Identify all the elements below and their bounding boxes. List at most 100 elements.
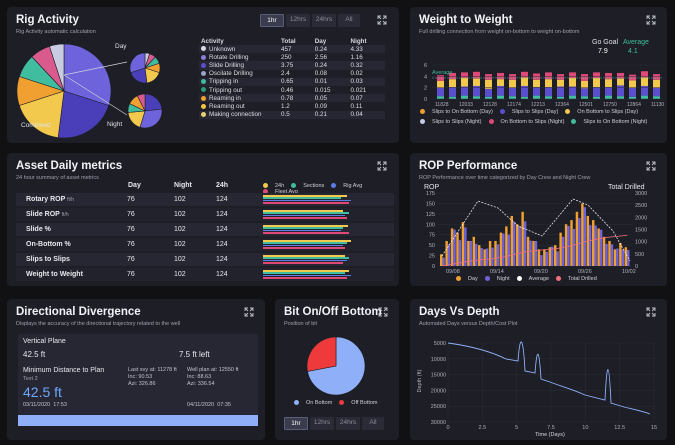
x-tick: 12364 (555, 102, 569, 108)
w2w-bar-segment (461, 86, 468, 96)
range-1hr-button[interactable]: 1hr (284, 417, 308, 430)
day-bar (613, 249, 617, 266)
expand-icon[interactable] (377, 161, 387, 171)
activity-row[interactable]: Reaming in 0.78 0.05 0.07 (199, 94, 385, 103)
day-bar (521, 211, 524, 266)
pie-label-combined: Combined (21, 122, 51, 129)
w2w-bar-segment (461, 95, 468, 99)
vertical-left-value: 7.5 ft left (179, 350, 210, 359)
w2w-bar-segment (533, 95, 540, 99)
w2w-legend-item[interactable]: On Bottom to Slips (Night) (488, 119, 564, 125)
range-12hrs-button[interactable]: 12hrs (286, 14, 310, 27)
average-line (441, 198, 631, 262)
night-bar (491, 247, 494, 266)
metric-bar (263, 225, 348, 227)
range-all-button[interactable]: All (338, 14, 360, 27)
text-2: Text 2 (23, 376, 38, 382)
metric-row[interactable]: Slide ROP ft/h 76 102 124 (16, 208, 394, 221)
range-12hrs-button[interactable]: 12hrs (310, 417, 334, 430)
metric-bar (263, 242, 347, 244)
metric-night: 102 (174, 271, 186, 278)
activity-row[interactable]: Tripping out 0.46 0.015 0.021 (199, 86, 385, 94)
expand-icon[interactable] (378, 307, 388, 317)
activity-name: Reaming in (199, 94, 279, 103)
metric-row[interactable]: Weight to Weight 76 102 124 (16, 268, 394, 281)
metric-row[interactable]: Rotary ROP ft/h 76 102 124 (16, 193, 394, 206)
metric-bar (263, 195, 347, 197)
plan-azi: Azi: 336.54 (187, 381, 215, 387)
range-1hr-button[interactable]: 1hr (260, 14, 284, 27)
night-bar (599, 229, 603, 266)
w2w-bar-segment (473, 78, 480, 86)
rop-legend-item[interactable]: Total Drilled (556, 276, 597, 282)
w2w-bar-segment (437, 80, 444, 88)
night-bar (485, 248, 489, 266)
rig-activity-pies (16, 43, 163, 139)
w2w-bar-segment (581, 80, 588, 89)
metric-bar (263, 240, 351, 242)
well-plan-info: Well plan at: 12550 ft Inc: 88.63 Azi: 3… (187, 367, 239, 388)
right-tick: 2500 (635, 203, 647, 209)
bit-legend-item[interactable]: On Bottom (294, 400, 332, 406)
expand-icon[interactable] (377, 15, 387, 25)
day-bar (450, 228, 454, 266)
combined-pie-slice (63, 43, 112, 106)
activity-color-dot (201, 87, 206, 93)
night-bar (502, 233, 505, 266)
metric-row[interactable]: Slide % 76 102 124 (16, 223, 394, 236)
average-value: 4.1 (628, 48, 638, 55)
activity-row[interactable]: Reaming out 1.2 0.09 0.11 (199, 102, 385, 110)
rop-legend-item[interactable]: Day (456, 276, 478, 282)
activity-day: 0.08 (314, 70, 327, 78)
asset-legend-item[interactable]: Sections (291, 183, 324, 189)
rig-activity-subtitle: Rig Activity automatic calculation (16, 29, 96, 35)
expand-icon[interactable] (646, 15, 656, 25)
right-tick: 2000 (635, 215, 647, 221)
night-bar (458, 240, 462, 266)
w2w-bar-segment (533, 73, 540, 80)
w2w-bar-segment (473, 71, 480, 79)
activity-row[interactable]: Oscilate Drilling 2.4 0.08 0.02 (199, 70, 385, 78)
activity-day: 0.05 (312, 94, 349, 103)
activity-night: 0.03 (348, 77, 385, 86)
activity-row[interactable]: Rotate Drilling 250 2.56 1.16 (199, 53, 385, 61)
min-distance-value: 42.5 ft (23, 384, 62, 400)
bit-legend-item[interactable]: Off Bottom (339, 400, 377, 406)
left-tick: 0 (432, 264, 435, 270)
left-tick: 75 (429, 233, 435, 239)
x-tick: 12750 (603, 102, 617, 108)
activity-row[interactable]: Tripping in 0.65 0.01 0.03 (199, 77, 385, 86)
days-depth-panel: Days Vs Depth Automated Days versus Dept… (410, 299, 667, 440)
rop-legend-item[interactable]: Average (516, 276, 549, 282)
night-bar (518, 225, 521, 266)
metric-row[interactable]: On-Bottom % 76 102 124 (16, 238, 394, 251)
metric-night: 102 (174, 211, 186, 218)
rop-legend: Day Night Average Total Drilled (456, 276, 604, 282)
activity-row[interactable]: Making connection 0.5 0.21 0.04 (199, 110, 385, 119)
metric-row[interactable]: Slips to Slips 76 102 124 (16, 253, 394, 266)
asset-legend-item[interactable]: 24h (263, 183, 284, 189)
col-total: Total (281, 37, 296, 45)
range-24hrs-button[interactable]: 24hrs (336, 417, 360, 430)
w2w-legend-item[interactable]: Slips to Slips (Day) (499, 109, 558, 115)
range-all-button[interactable]: All (362, 417, 384, 430)
asset-legend-item[interactable]: Fleet Avg (263, 189, 298, 195)
asset-legend-item[interactable]: Rig Avg (331, 183, 362, 189)
left-tick: 175 (426, 191, 435, 197)
w2w-legend-item[interactable]: Slips to Slips (Night) (420, 119, 482, 125)
metric-24h: 124 (216, 226, 228, 233)
night-bar (572, 228, 576, 266)
w2w-legend-item[interactable]: On Bottom to Slips (Day) (565, 109, 638, 115)
rop-legend-item[interactable]: Night (484, 276, 510, 282)
w2w-bar-segment (557, 96, 564, 99)
expand-icon[interactable] (244, 307, 254, 317)
expand-icon[interactable] (646, 307, 656, 317)
w2w-legend-item[interactable]: Slips to On Bottom (Night) (571, 119, 647, 125)
range-24hrs-button[interactable]: 24hrs (312, 14, 336, 27)
directional-title: Directional Divergence (16, 306, 141, 318)
w2w-legend-item[interactable]: Slips to On Bottom (Day) (420, 109, 493, 115)
activity-row[interactable]: Unknown 457 0.24 4.33 (199, 45, 385, 54)
y-tick: 25000 (431, 404, 446, 410)
expand-icon[interactable] (646, 161, 656, 171)
activity-row[interactable]: Slide Drilling 3.75 0.24 0.32 (199, 61, 385, 70)
